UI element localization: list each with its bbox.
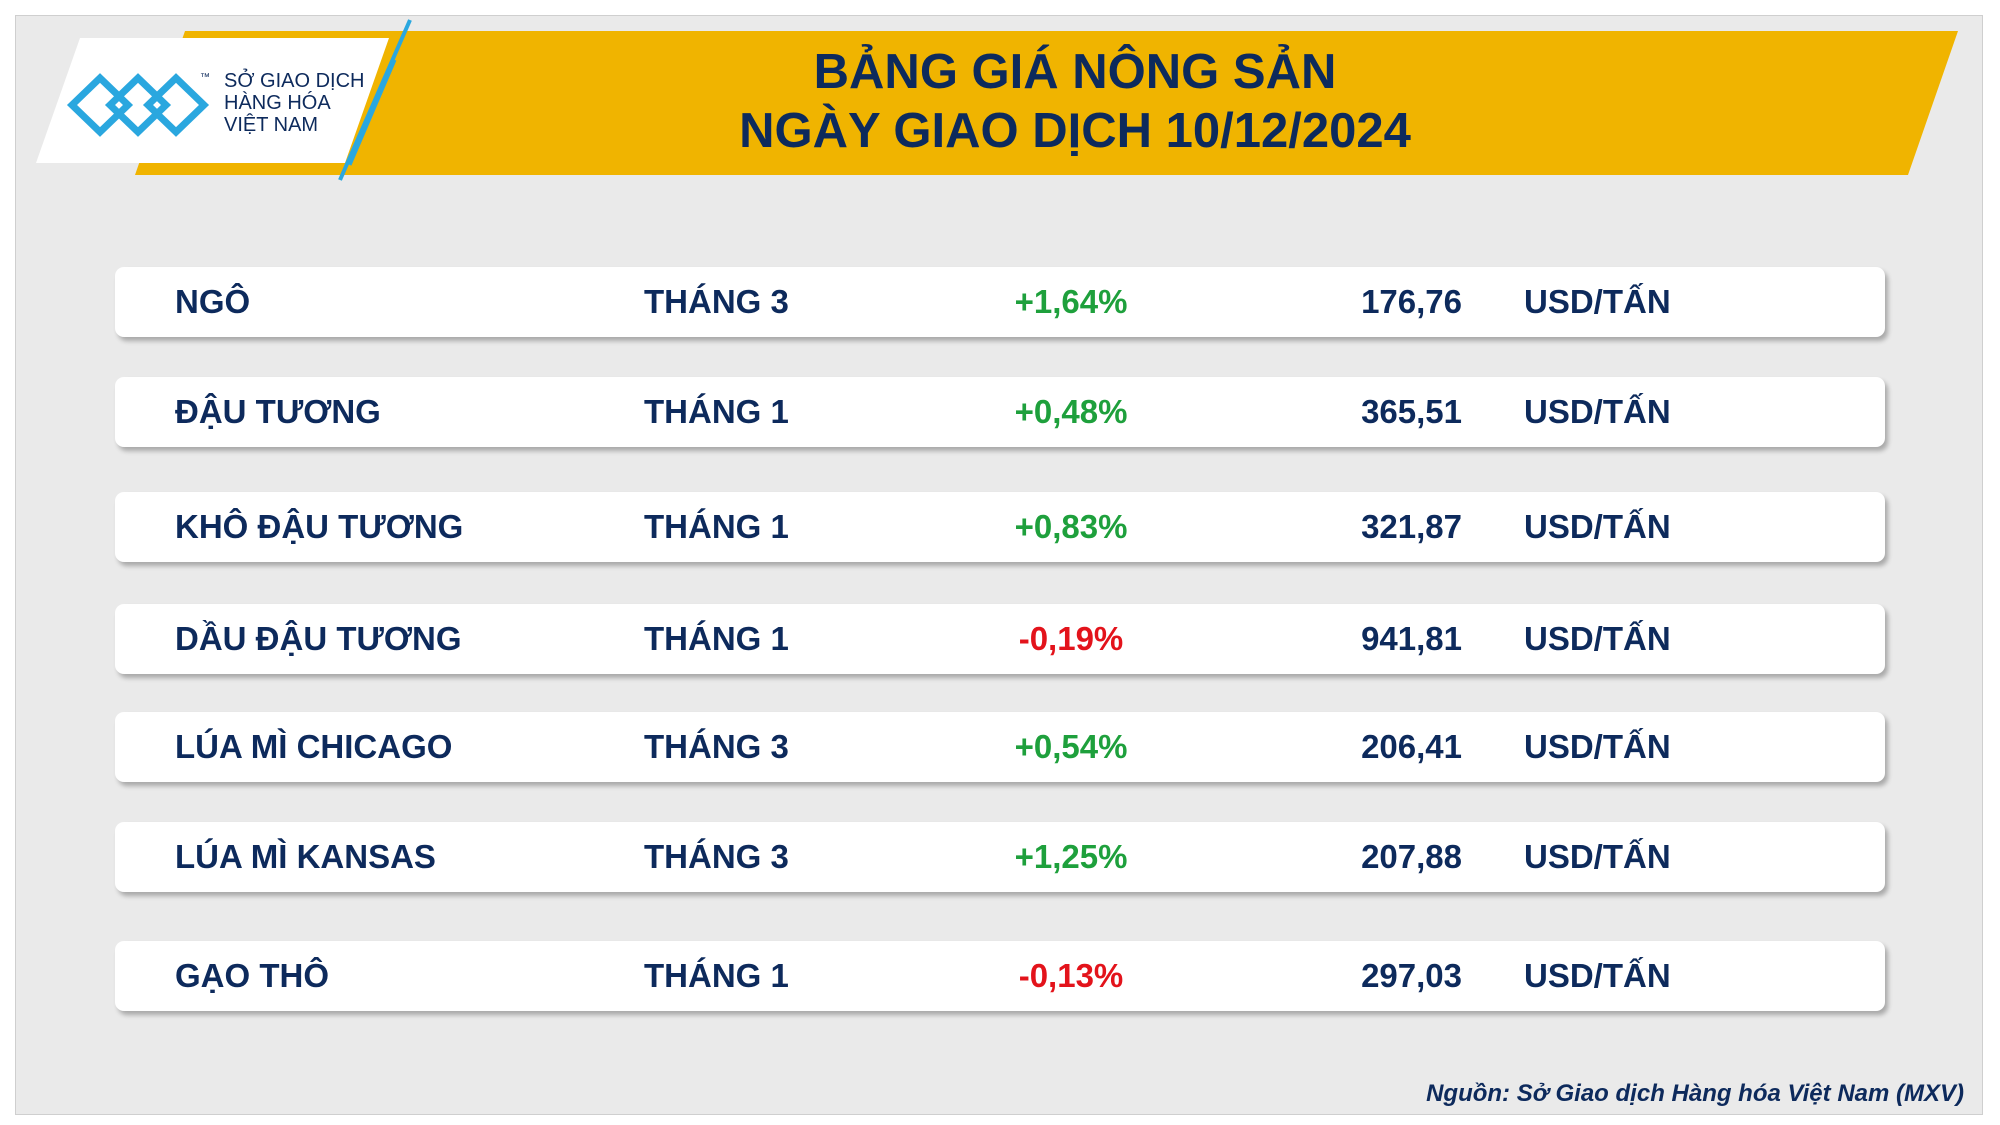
commodity: GẠO THÔ — [175, 957, 329, 994]
change: +1,25% — [1014, 838, 1128, 875]
table-row: LÚA MÌ CHICAGO THÁNG 3 +0,54% 206,41 USD/TẤN — [115, 712, 1885, 782]
table-row: NGÔ THÁNG 3 +1,64% 176,76 USD/TẤN — [115, 267, 1885, 337]
logo-text: HÀNG HÓA — [224, 92, 331, 114]
commodity: LÚA MÌ CHICAGO — [175, 728, 453, 765]
source: Nguồn: Sở Giao dịch Hàng hóa Việt Nam (M… — [1426, 1080, 1964, 1107]
change: +0,83% — [1014, 508, 1128, 545]
commodity: DẦU ĐẬU TƯƠNG — [175, 620, 462, 657]
contract-month: THÁNG 3 — [644, 838, 789, 875]
logo-accent — [338, 19, 412, 181]
table-row: GẠO THÔ THÁNG 1 -0,13% 297,03 USD/TẤN — [115, 941, 1885, 1011]
contract-month: THÁNG 1 — [644, 620, 789, 657]
trademark: ™ — [200, 72, 210, 83]
unit: USD/TẤN — [1524, 957, 1671, 994]
table-row: LÚA MÌ KANSAS THÁNG 3 +1,25% 207,88 USD/TẤN — [115, 822, 1885, 892]
unit: USD/TẤN — [1524, 728, 1671, 765]
contract-month: THÁNG 3 — [644, 283, 789, 320]
table-row: ĐẬU TƯƠNG THÁNG 1 +0,48% 365,51 USD/TẤN — [115, 377, 1885, 447]
price: 206,41 — [1361, 728, 1462, 765]
unit: USD/TẤN — [1524, 838, 1671, 875]
commodity: KHÔ ĐẬU TƯƠNG — [175, 508, 464, 545]
logo-text: VIỆT NAM — [224, 114, 319, 136]
commodity: LÚA MÌ KANSAS — [175, 838, 436, 875]
logo-accent — [348, 59, 397, 166]
commodity: ĐẬU TƯƠNG — [175, 393, 381, 430]
unit: USD/TẤN — [1524, 620, 1671, 657]
title-banner — [135, 31, 1958, 175]
change: +0,48% — [1014, 393, 1128, 430]
unit: USD/TẤN — [1524, 283, 1671, 320]
contract-month: THÁNG 3 — [644, 728, 789, 765]
logo-icon — [66, 73, 210, 137]
frame — [15, 15, 1983, 1115]
table-row: KHÔ ĐẬU TƯƠNG THÁNG 1 +0,83% 321,87 USD/TẤN — [115, 492, 1885, 562]
contract-month: THÁNG 1 — [644, 393, 789, 430]
unit: USD/TẤN — [1524, 393, 1671, 430]
table-row: DẦU ĐẬU TƯƠNG THÁNG 1 -0,19% 941,81 USD/TẤN — [115, 604, 1885, 674]
price: 207,88 — [1361, 838, 1462, 875]
title: NGÀY GIAO DỊCH 10/12/2024 — [739, 104, 1411, 158]
price: 365,51 — [1361, 393, 1462, 430]
change: -0,19% — [1018, 620, 1124, 657]
unit: USD/TẤN — [1524, 508, 1671, 545]
price: 297,03 — [1361, 957, 1462, 994]
change: -0,13% — [1018, 957, 1124, 994]
price: 321,87 — [1361, 508, 1462, 545]
change: +0,54% — [1014, 728, 1128, 765]
price: 941,81 — [1361, 620, 1462, 657]
change: +1,64% — [1014, 283, 1128, 320]
price: 176,76 — [1361, 283, 1462, 320]
contract-month: THÁNG 1 — [644, 957, 789, 994]
title: BẢNG GIÁ NÔNG SẢN — [813, 45, 1337, 99]
contract-month: THÁNG 1 — [644, 508, 789, 545]
commodity: NGÔ — [175, 283, 251, 320]
logo-box — [36, 38, 389, 163]
logo-text: SỞ GIAO DỊCH — [224, 70, 365, 92]
